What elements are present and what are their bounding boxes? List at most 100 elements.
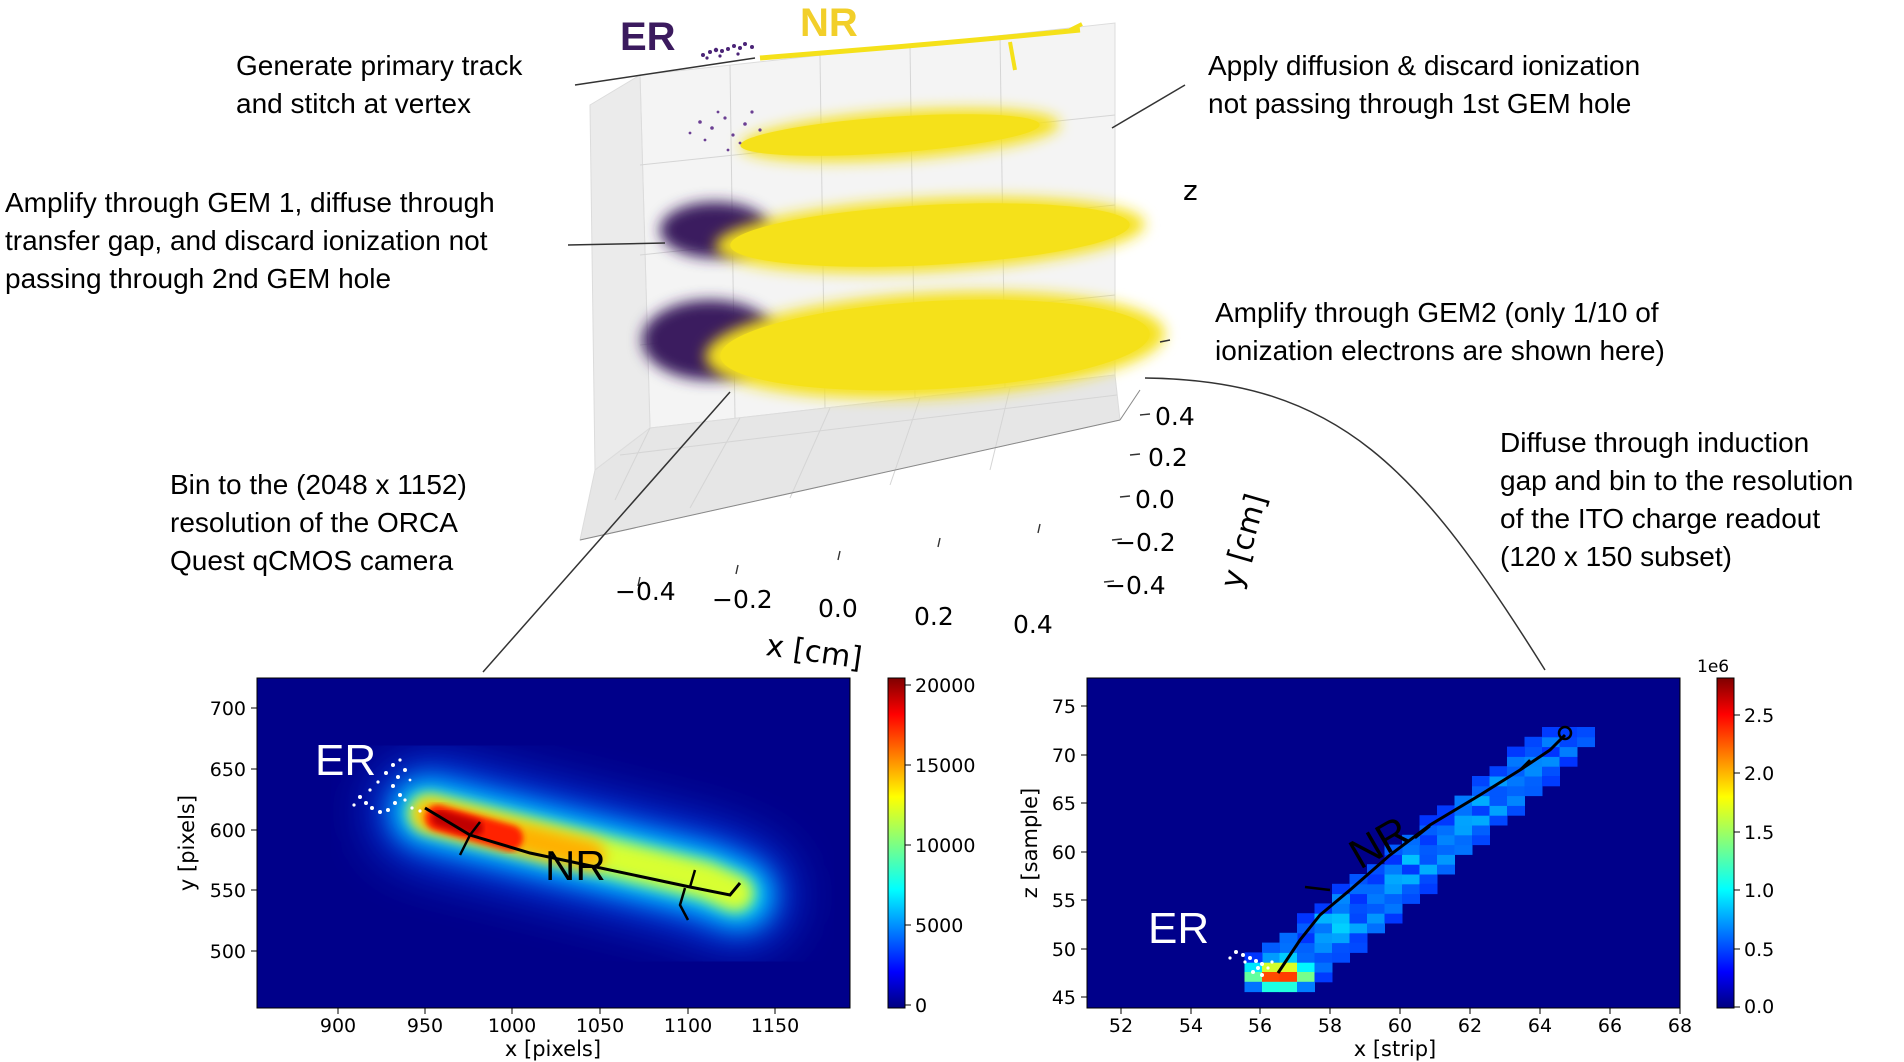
ito-bin	[1472, 834, 1490, 846]
ito-bin	[1454, 834, 1473, 846]
ito-y-ticks: 75 70 65 60 55 50 45	[1052, 696, 1076, 1009]
camera-x-tick: 1150	[751, 1015, 799, 1037]
ito-x-ticks: 52 54 56 58 60 62 64 66 68	[1109, 1015, 1692, 1037]
ito-bin	[1367, 864, 1385, 875]
camera-x-tick: 1100	[664, 1015, 712, 1037]
ito-bin	[1314, 903, 1333, 914]
ito-bin	[1332, 932, 1350, 944]
ito-bin	[1297, 932, 1315, 944]
ito-bin	[1472, 776, 1490, 787]
ito-bin	[1437, 815, 1455, 826]
ito-cbar-tick: 0.5	[1744, 939, 1774, 961]
ito-bin	[1349, 893, 1368, 904]
ito-bin	[1507, 756, 1525, 767]
ito-bin	[1402, 874, 1420, 885]
ito-bin	[1472, 795, 1490, 806]
camera-x-axis-label: x [pixels]	[505, 1037, 601, 1061]
ito-y-tick: 50	[1052, 939, 1076, 961]
camera-x-tick: 1050	[576, 1015, 624, 1037]
ito-bin	[1262, 962, 1280, 973]
ito-bin	[1419, 844, 1438, 855]
ito-colorbar: 1e6 2.5 2.0 1.5 1.0 0.5 0.0	[1697, 657, 1774, 1018]
ito-bin	[1384, 893, 1403, 904]
annotation-gem2: Amplify through GEM2 (only 1/10 of ioniz…	[1215, 297, 1666, 366]
camera-x-ticks: 900 950 1000 1050 1100 1150	[320, 1015, 799, 1037]
ito-bin	[1437, 864, 1455, 875]
ito-bin	[1419, 815, 1438, 826]
ito-x-tick: 58	[1318, 1015, 1342, 1037]
ito-y-tick: 65	[1052, 793, 1076, 815]
ito-bin	[1262, 952, 1280, 963]
ito-bin	[1454, 844, 1473, 855]
ito-bin	[1402, 844, 1420, 855]
ito-bin	[1524, 766, 1543, 777]
ito-x-tick: 54	[1179, 1015, 1203, 1037]
ito-bin	[1314, 913, 1333, 924]
ito-bin	[1524, 746, 1543, 757]
x-tick-3d: 0.4	[1013, 610, 1053, 639]
ito-bin	[1297, 972, 1315, 983]
ito-y-axis-label: z [sample]	[1018, 788, 1042, 898]
x-axis-label-3d: x [cm]	[764, 628, 864, 676]
nr-label-camera: NR	[545, 842, 606, 889]
primary-track-layer	[701, 22, 1083, 71]
ito-bin	[1472, 805, 1490, 816]
ito-y-tick: 70	[1052, 745, 1076, 767]
ito-bin	[1332, 952, 1350, 963]
annotation-ito: Diffuse through induction gap and bin to…	[1500, 427, 1861, 572]
ito-bin	[1297, 942, 1315, 953]
ito-x-axis-label: x [strip]	[1354, 1037, 1436, 1061]
ito-bin	[1384, 874, 1403, 885]
ito-bin	[1297, 962, 1315, 973]
ito-bin	[1314, 962, 1333, 973]
y-axis-label-3d: y [cm]	[1214, 490, 1274, 592]
ito-bin	[1367, 923, 1385, 934]
ito-bin	[1297, 913, 1315, 924]
er-label-ito: ER	[1148, 904, 1209, 953]
x-tick-3d: −0.2	[712, 585, 773, 614]
ito-bin	[1559, 727, 1578, 738]
camera-y-tick: 650	[210, 759, 246, 781]
ito-bin	[1472, 815, 1490, 826]
ito-bin	[1332, 913, 1350, 924]
ito-bin	[1367, 893, 1385, 904]
camera-tick-marks	[251, 707, 776, 1014]
ito-bin	[1524, 736, 1543, 748]
z-axis-label-3d: z	[1183, 174, 1198, 207]
camera-heatmap: ER NR	[256, 677, 851, 1009]
x-tick-3d: 0.2	[914, 602, 954, 631]
er-points-camera	[352, 758, 422, 814]
nr-label-3d: NR	[800, 1, 858, 45]
ito-bin	[1349, 913, 1368, 924]
ito-tick-marks	[1081, 705, 1681, 1014]
ito-y-tick: 75	[1052, 696, 1076, 718]
ito-bin	[1419, 874, 1438, 885]
gem2-layer	[642, 291, 1165, 399]
camera-y-ticks: 700 650 600 550 500	[210, 698, 246, 963]
er-primary-track	[701, 42, 754, 60]
ito-bin	[1419, 864, 1438, 875]
ito-bin	[1507, 805, 1525, 816]
plot3d-box	[579, 22, 1141, 541]
ito-bin	[1542, 766, 1560, 777]
y-tick-3d: 0.2	[1148, 443, 1188, 472]
ito-bin	[1384, 854, 1403, 865]
ito-bin	[1402, 893, 1420, 904]
ito-bin	[1367, 883, 1385, 895]
ito-bin	[1367, 874, 1385, 885]
x-axis-line	[579, 419, 1121, 541]
ito-bin	[1384, 903, 1403, 914]
ito-x-tick: 56	[1248, 1015, 1272, 1037]
ito-bin	[1314, 952, 1333, 963]
ito-bin	[1489, 795, 1508, 806]
ito-heatmap: ER NR	[1086, 677, 1681, 1009]
nr-track-ito	[1276, 733, 1567, 974]
ito-bin	[1419, 825, 1438, 836]
ito-bin	[1489, 766, 1508, 777]
ito-bin	[1489, 815, 1508, 826]
ito-bin	[1577, 727, 1595, 738]
camera-cbar-tick: 5000	[915, 915, 963, 937]
nr-track-camera	[424, 806, 742, 897]
ito-bin	[1384, 883, 1403, 895]
annotation-primary-track: Generate primary track and stitch at ver…	[236, 50, 530, 119]
